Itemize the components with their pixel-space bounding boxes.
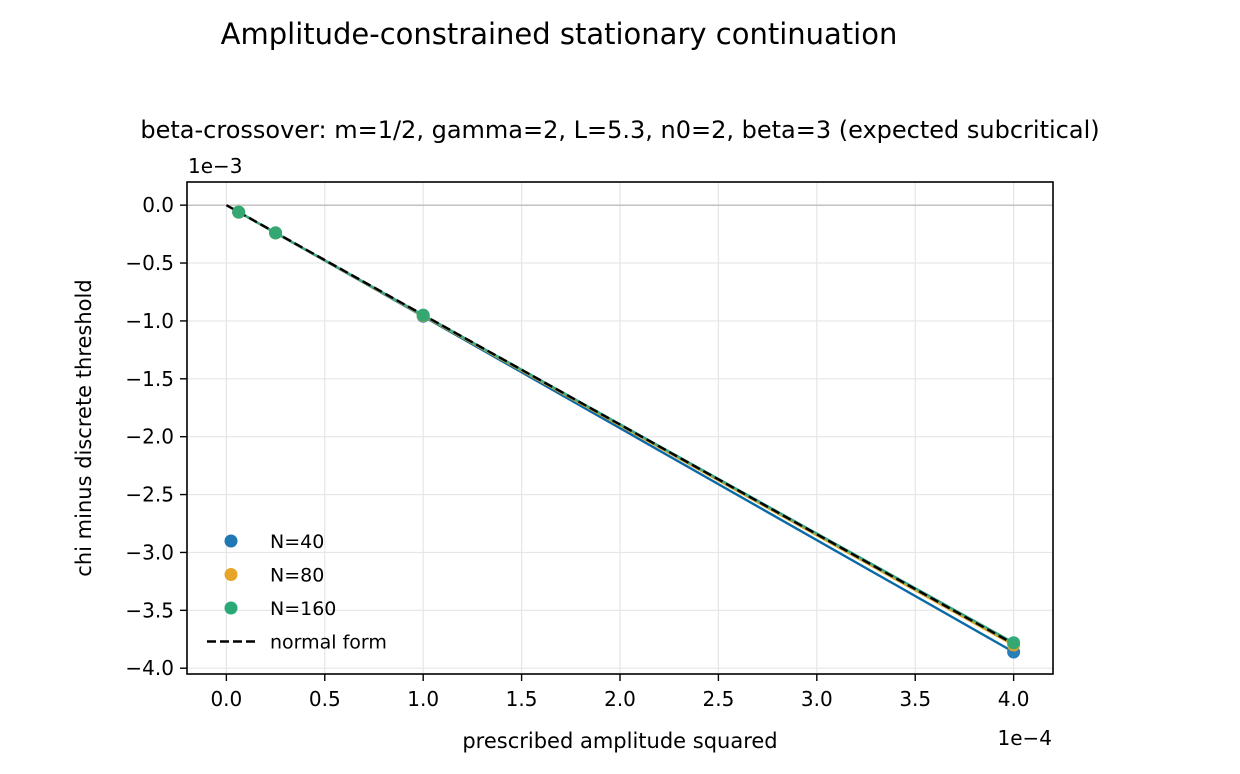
x-axis-ticks: 0.0 0.5 1.0 1.5 2.0 2.5 3.0 3.5 4.0: [210, 674, 1030, 711]
figure-title: Amplitude-constrained stationary continu…: [221, 17, 898, 51]
data-point-2: [416, 308, 430, 322]
axes-title: beta-crossover: m=1/2, gamma=2, L=5.3, n…: [140, 116, 1099, 144]
y-tick-label: 0.0: [142, 193, 174, 217]
y-tick-label: −1.5: [125, 367, 174, 391]
y-tick-label: −3.0: [125, 540, 174, 564]
data-point-2: [269, 226, 283, 240]
x-offset-label: 1e−4: [997, 726, 1052, 750]
y-tick-label: −0.5: [125, 251, 174, 275]
legend-marker: [224, 534, 238, 548]
data-point-2: [232, 205, 246, 219]
legend-label: N=40: [270, 531, 324, 553]
data-point-2: [1007, 636, 1021, 650]
series-lines: [225, 204, 1015, 654]
x-tick-label: 0.5: [309, 687, 341, 711]
data-points: [232, 205, 1021, 659]
x-tick-label: 1.0: [407, 687, 439, 711]
legend: N=40 N=80 N=160 normal form: [207, 531, 387, 654]
x-axis-label: prescribed amplitude squared: [462, 729, 777, 753]
legend-label: normal form: [270, 632, 387, 654]
x-tick-label: 4.0: [998, 687, 1030, 711]
y-tick-label: −2.5: [125, 483, 174, 507]
x-tick-label: 2.0: [604, 687, 636, 711]
y-tick-label: −4.0: [125, 656, 174, 680]
y-tick-label: −1.0: [125, 309, 174, 333]
legend-label: N=160: [270, 598, 336, 620]
y-axis-ticks: 0.0 −0.5 −1.0 −1.5 −2.0 −2.5 −3.0 −3.5 −4.0: [125, 193, 187, 680]
y-tick-label: −2.0: [125, 425, 174, 449]
y-offset-label: 1e−3: [188, 154, 243, 178]
y-axis-label: chi minus discrete threshold: [72, 279, 96, 576]
legend-label: N=80: [270, 565, 324, 587]
x-tick-label: 3.0: [801, 687, 833, 711]
x-tick-label: 1.5: [506, 687, 538, 711]
y-tick-label: −3.5: [125, 598, 174, 622]
x-tick-label: 3.5: [899, 687, 931, 711]
x-tick-label: 2.5: [703, 687, 735, 711]
normal-form-line: [225, 204, 1015, 645]
x-tick-label: 0.0: [210, 687, 242, 711]
legend-marker: [224, 601, 238, 615]
legend-marker: [224, 568, 238, 581]
